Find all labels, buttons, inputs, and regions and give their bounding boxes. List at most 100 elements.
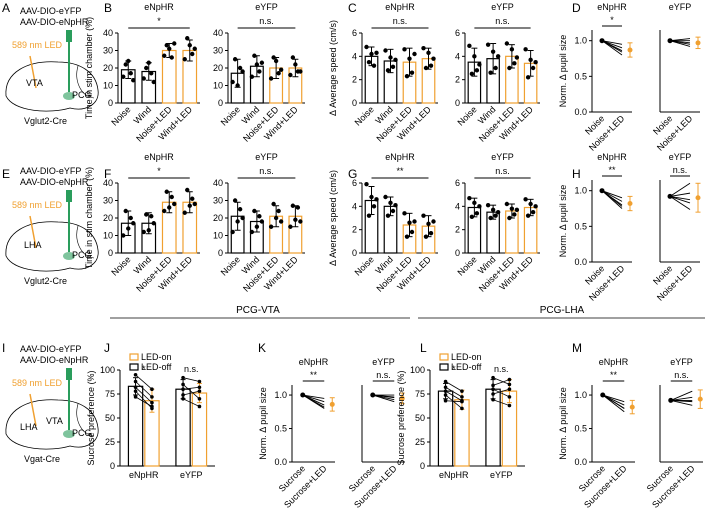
led-label: 589 nm LED (12, 40, 63, 50)
data-point (121, 233, 126, 238)
subject-line (601, 190, 623, 202)
legend-label: LED-off (451, 362, 482, 372)
data-point (460, 406, 464, 411)
legend-swatch (129, 363, 139, 371)
brain-fold (76, 65, 95, 99)
y-axis-label: Δ Average speed (cm/s) (328, 170, 338, 266)
data-point (472, 200, 477, 206)
y-tick-label: 6 (352, 28, 357, 38)
y-tick-label: 0 (110, 461, 115, 471)
paired-line (183, 386, 200, 390)
data-point (383, 194, 388, 200)
data-point (443, 389, 448, 393)
y-tick-label: 0 (420, 461, 425, 471)
panel-label: E (2, 167, 10, 181)
subject-line (669, 182, 691, 197)
panel-label: C (348, 1, 357, 15)
panel-label: H (572, 167, 581, 181)
data-point (273, 58, 279, 64)
data-point (407, 56, 412, 61)
y-axis-label: Sucrose preference (%) (396, 370, 406, 465)
virus-label: AAV-DIO-eNpHR (20, 17, 89, 27)
data-point (232, 198, 238, 203)
y-tick-label: 2 (455, 225, 460, 235)
data-point (141, 76, 146, 81)
paired-line (135, 396, 153, 407)
data-point (131, 221, 136, 226)
data-point (131, 78, 136, 83)
data-point (423, 65, 429, 71)
data-point (133, 373, 138, 377)
data-point (133, 379, 138, 384)
data-point (169, 194, 174, 200)
data-point (488, 70, 493, 75)
data-point (491, 397, 495, 402)
y-tick-label: 0 (218, 248, 223, 258)
data-point (268, 224, 274, 229)
y-tick-label: 0.5 (574, 71, 587, 81)
data-point (192, 201, 197, 207)
data-point (491, 392, 495, 396)
mean-point (668, 397, 674, 403)
optic-fiber (66, 30, 72, 42)
data-point (490, 207, 496, 213)
data-point (374, 50, 379, 56)
chart-title: eYFP (255, 152, 278, 162)
sig-label: n.s. (674, 370, 689, 380)
y-tick-label: 0 (455, 248, 460, 258)
x-tick-label: eNpHR (129, 470, 159, 480)
mean-point (627, 201, 633, 207)
subject-line (670, 396, 693, 401)
data-point (507, 387, 512, 392)
data-point (385, 213, 391, 218)
data-point (185, 36, 190, 41)
data-point (488, 215, 493, 221)
legend-label: LED-on (451, 352, 482, 362)
data-point (192, 46, 197, 51)
sig-label: * (610, 15, 614, 25)
y-tick-label: 1.0 (574, 186, 587, 196)
paired-line (135, 374, 153, 390)
data-point (477, 62, 482, 67)
sig-label: ** (310, 370, 318, 380)
mean-point (599, 38, 605, 44)
sig-label: * (157, 166, 161, 176)
data-point (460, 399, 464, 404)
data-point (388, 55, 393, 60)
virus-label: AAV-DIO-eNpHR (20, 177, 89, 187)
data-point (249, 74, 255, 79)
subject-line (669, 192, 691, 197)
y-tick-label: 75 (415, 389, 425, 399)
paired-line (135, 390, 153, 409)
y-axis-label: Norm. Δ pupil size (558, 387, 568, 460)
led-fiber (29, 215, 37, 249)
y-tick-label: 0 (455, 98, 460, 108)
data-point (276, 71, 281, 76)
data-point (467, 43, 472, 49)
chart-title: eYFP (255, 2, 278, 12)
data-point (235, 83, 240, 88)
data-point (197, 404, 202, 409)
data-point (293, 62, 298, 67)
subject-line (669, 196, 691, 210)
x-tick-label: eYFP (180, 470, 203, 480)
data-point (133, 395, 138, 399)
led-fiber (29, 393, 37, 427)
data-point (366, 213, 372, 218)
data-point (443, 379, 448, 384)
data-point (298, 69, 303, 74)
panel-label: B (104, 1, 112, 15)
y-tick-label: 50 (415, 413, 425, 423)
sig-label: n.s. (376, 370, 391, 380)
sig-label: * (452, 364, 456, 374)
data-point (259, 60, 265, 65)
data-point (443, 385, 448, 390)
section-header: PCG-VTA (236, 305, 280, 316)
data-point (254, 62, 260, 67)
panel-label: F (104, 167, 111, 181)
data-point (271, 201, 276, 207)
data-point (149, 214, 154, 219)
chart-title: eYFP (670, 357, 693, 367)
y-tick-label: 2 (352, 75, 357, 85)
data-point (128, 215, 133, 221)
